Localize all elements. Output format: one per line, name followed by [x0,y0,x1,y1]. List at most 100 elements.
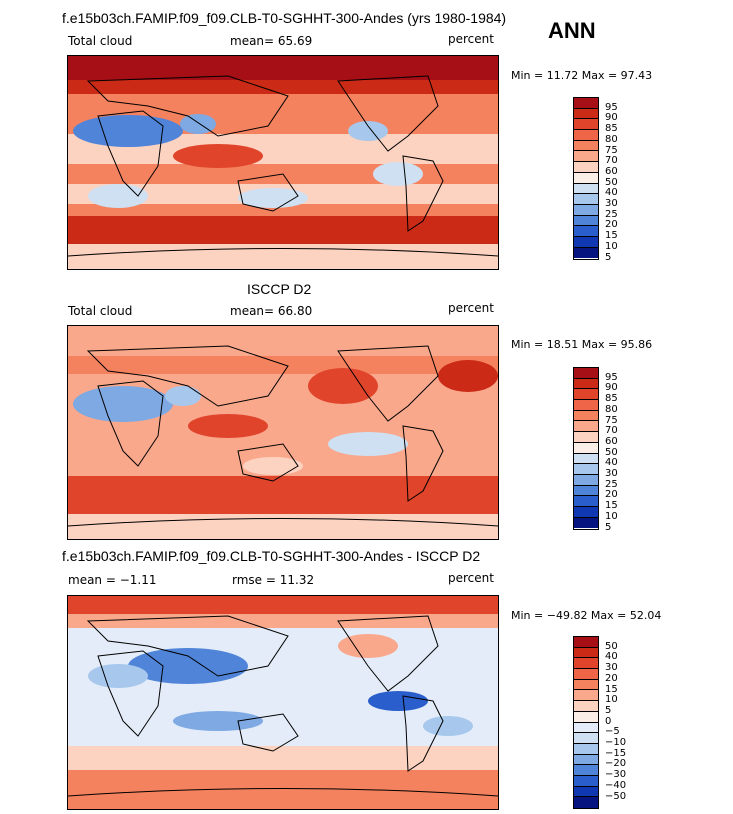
panel1-units-label: percent [448,32,494,46]
panel1-field-antarctic [68,244,498,269]
panel3-colorbar-cell [574,711,598,723]
panel2-coast-s-america [402,425,444,502]
panel3-colorbar-tick-label: 5 [605,704,612,716]
panel1-colorbar-cell [574,247,598,259]
panel1-colorbar-cell [574,226,598,237]
panel3-coast-antarctica [68,788,498,797]
panel1-colorbar-tick-label: 90 [605,112,618,124]
panel3-field-sahara [88,664,148,688]
panel2-colorbar-tick-label: 70 [605,425,618,437]
panel2-colorbar-tick-label: 10 [605,510,618,522]
panel3-colorbar-cell [574,679,598,691]
panel1-colorbar-cell [574,183,598,195]
panel1-colorbar-cell [574,172,598,184]
panel2-colorbar-cell [574,517,598,529]
panel3-field-north-band [68,614,498,628]
panel2-field-arabia [165,386,201,406]
panel1-colorbar-tick-label: 10 [605,240,618,252]
panel3-colorbar-tick-label: 15 [605,683,618,695]
panel2-colorbar-cell [574,464,598,475]
panel1-colorbar-tick-label: 5 [605,251,612,263]
panel3-map [67,595,499,810]
panel2-field-north-band [68,356,498,374]
panel3-colorbar-tick-label: 10 [605,694,618,706]
panel3-colorbar-tick-label: −40 [605,779,627,791]
panel2-colorbar-cell [574,474,598,486]
panel2-colorbar-tick-label: 5 [605,521,612,533]
panel1-coast-africa [97,110,164,197]
panel2-field-warm-pool [188,414,268,438]
panel1-field-north-band [68,80,498,94]
panel3-coast-s-america [402,695,444,772]
panel2-mean-label: mean= 66.80 [230,304,313,318]
panel2-coast-australia [237,443,299,482]
panel2-colorbar [573,367,599,530]
panel2-map [67,325,499,540]
panel1-field-se-pacific [373,162,423,186]
panel3-title: f.e15b03ch.FAMIP.f09_f09.CLB-T0-SGHHT-30… [62,548,481,564]
panel2-units-label: percent [448,301,494,315]
panel2-field-n-atlantic [438,360,498,392]
panel3-colorbar-tick-label: −50 [605,790,627,802]
panel2-colorbar-cell [574,506,598,518]
panel3-colorbar-tick-label: 0 [605,715,612,727]
panel3-coast-n-america [337,615,439,692]
panel2-colorbar-tick-label: 80 [605,403,618,415]
panel3-colorbar-cell [574,690,598,702]
panel1-title: f.e15b03ch.FAMIP.f09_f09.CLB-T0-SGHHT-30… [62,10,507,26]
panel3-colorbar-tick-label: −15 [605,747,627,759]
panel2-coast-africa [97,380,164,467]
panel1-colorbar-tick-label: 60 [605,165,618,177]
panel3-colorbar-tick-label: 20 [605,672,618,684]
panel1-field-sahara [73,115,183,147]
panel2-colorbar-tick-label: 40 [605,457,618,469]
panel1-colorbar-tick-label: 75 [605,144,618,156]
panel3-units-label: percent [448,571,494,585]
panel2-colorbar-tick-label: 50 [605,446,618,458]
panel2-colorbar-tick-label: 25 [605,478,618,490]
panel2-colorbar-cell [574,432,598,443]
panel2-field-sahara [73,386,173,422]
panel1-map [67,55,499,270]
panel1-colorbar-tick-label: 95 [605,101,618,113]
panel3-colorbar-tick-label: 30 [605,662,618,674]
panel2-colorbar-cell [574,442,598,454]
panel3-coast-africa [97,650,164,737]
panel3-colorbar [573,636,599,810]
panel2-field-se-pacific [328,432,408,456]
panel1-colorbar-cell [574,119,598,131]
panel1-coast-s-america [402,155,444,232]
panel2-colorbar-tick-label: 85 [605,393,618,405]
panel2-colorbar-cell [574,421,598,433]
panel2-colorbar-cell [574,400,598,411]
panel2-colorbar-tick-label: 20 [605,489,618,501]
panel2-colorbar-cell [574,410,598,422]
panel2-field-n-pacific [308,368,378,404]
panel1-coast-n-america [337,75,439,152]
panel3-mean-label: mean = −1.11 [68,573,157,587]
panel3-field-asia-dry [128,648,248,684]
panel1-colorbar-cell [574,108,598,120]
panel3-colorbar-cell [574,775,598,787]
panel3-colorbar-cell [574,754,598,766]
panel2-coast-antarctica [68,518,498,527]
panel1-colorbar-cell [574,162,598,173]
panel3-field-indian-ocean [173,711,263,731]
panel1-coast-australia [237,173,299,212]
panel3-rmse-label: rmse = 11.32 [232,573,315,587]
panel3-coast-eurasia [86,615,289,677]
panel3-field-antarctic [68,770,498,809]
panel1-colorbar-cell [574,194,598,205]
panel2-colorbar-cell [574,389,598,401]
panel1-colorbar-cell [574,140,598,152]
panel3-colorbar-tick-label: −30 [605,769,627,781]
panel1-colorbar-tick-label: 50 [605,176,618,188]
panel1-field-arctic [68,56,498,80]
panel2-field-antarctic [68,514,498,539]
panel1-colorbar-tick-label: 85 [605,123,618,135]
panel3-minmax: Min = −49.82 Max = 52.04 [511,609,662,622]
panel2-colorbar-cell [574,378,598,390]
panel3-field-n-pacific [338,634,398,658]
panel1-colorbar-cell [574,130,598,141]
panel1-colorbar-tick-label: 80 [605,133,618,145]
